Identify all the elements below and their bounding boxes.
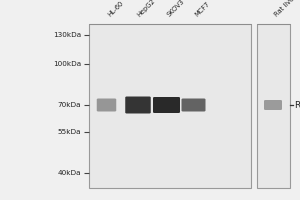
FancyBboxPatch shape: [182, 99, 206, 112]
Text: 130kDa: 130kDa: [53, 32, 81, 38]
Text: 100kDa: 100kDa: [53, 61, 81, 67]
Text: HL-60: HL-60: [106, 0, 124, 18]
Text: 40kDa: 40kDa: [58, 170, 81, 176]
Bar: [256, 24, 290, 188]
FancyBboxPatch shape: [153, 97, 180, 113]
FancyBboxPatch shape: [125, 97, 151, 114]
FancyBboxPatch shape: [264, 100, 282, 110]
Text: RPN1: RPN1: [295, 100, 300, 110]
Text: HepG2: HepG2: [136, 0, 157, 18]
Text: 55kDa: 55kDa: [58, 129, 81, 135]
Text: MCF7: MCF7: [194, 1, 211, 18]
Text: SKOV3: SKOV3: [167, 0, 186, 18]
Text: 70kDa: 70kDa: [58, 102, 81, 108]
Text: Rat liver: Rat liver: [273, 0, 297, 18]
Bar: [88, 24, 250, 188]
FancyBboxPatch shape: [97, 99, 116, 112]
